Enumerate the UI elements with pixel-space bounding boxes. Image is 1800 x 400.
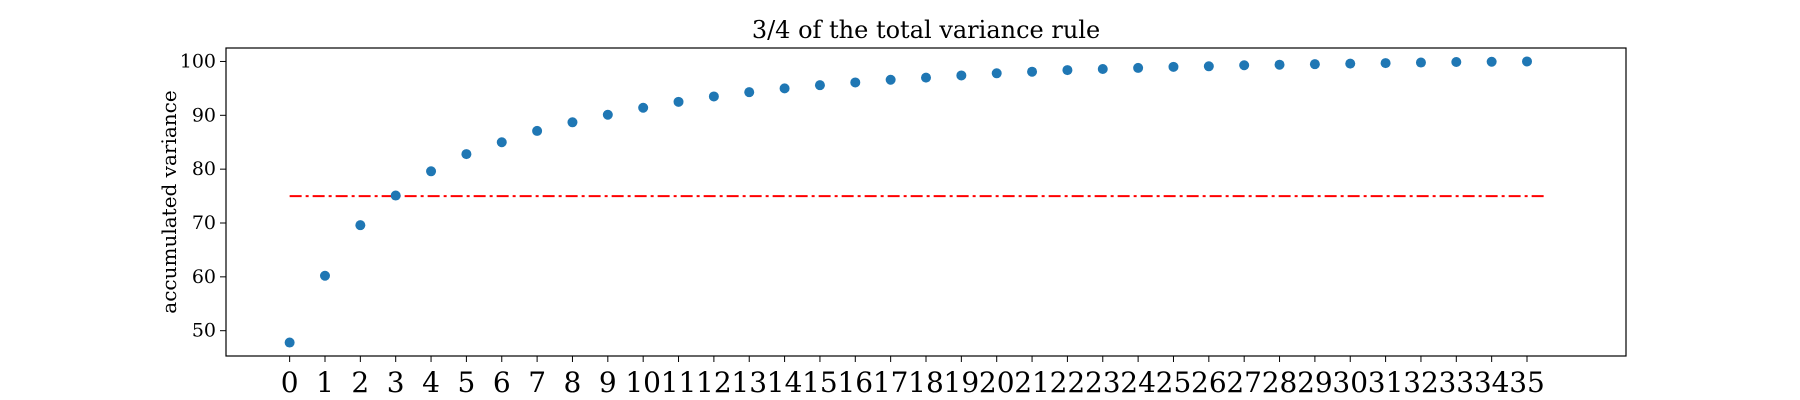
x-tick-label: 3 bbox=[387, 366, 405, 399]
x-tick-label: 28 bbox=[1262, 366, 1298, 399]
x-tick-label: 20 bbox=[979, 366, 1015, 399]
data-point bbox=[708, 91, 719, 102]
y-tick-label: 60 bbox=[192, 266, 216, 288]
data-point bbox=[1415, 57, 1426, 68]
x-tick-label: 22 bbox=[1050, 366, 1086, 399]
data-point bbox=[1097, 64, 1108, 74]
x-tick-label: 0 bbox=[281, 366, 299, 399]
y-tick-label: 90 bbox=[192, 104, 216, 126]
data-point bbox=[426, 166, 437, 177]
x-tick-label: 13 bbox=[731, 366, 767, 399]
data-point bbox=[1168, 61, 1179, 72]
data-point bbox=[602, 109, 613, 120]
data-point bbox=[390, 190, 401, 201]
x-tick-label: 30 bbox=[1332, 366, 1368, 399]
data-points-layer bbox=[284, 56, 1533, 348]
data-point bbox=[814, 80, 825, 91]
data-point bbox=[744, 87, 755, 98]
x-tick-label: 21 bbox=[1014, 366, 1050, 399]
data-point bbox=[1274, 59, 1285, 70]
chart-title: 3/4 of the total variance rule bbox=[752, 16, 1100, 44]
data-point bbox=[355, 220, 366, 231]
data-point bbox=[1522, 56, 1533, 67]
data-point bbox=[638, 102, 649, 113]
x-tick-label: 33 bbox=[1438, 366, 1474, 399]
x-tick-label: 16 bbox=[837, 366, 873, 399]
x-tick-label: 1 bbox=[316, 366, 334, 399]
x-tick-label: 32 bbox=[1403, 366, 1439, 399]
x-tick-label: 14 bbox=[767, 366, 803, 399]
data-point bbox=[956, 70, 967, 81]
x-tick-label: 27 bbox=[1226, 366, 1262, 399]
plot-frame bbox=[225, 47, 1627, 357]
y-tick-label: 80 bbox=[192, 158, 216, 180]
x-tick-label: 17 bbox=[873, 366, 909, 399]
data-point bbox=[1239, 60, 1250, 71]
data-point bbox=[567, 117, 578, 128]
data-point bbox=[1345, 58, 1356, 69]
x-tick-label: 15 bbox=[802, 366, 838, 399]
y-tick-label: 100 bbox=[180, 50, 216, 72]
data-point bbox=[1486, 56, 1497, 67]
x-tick-label: 18 bbox=[908, 366, 944, 399]
data-point bbox=[1451, 57, 1462, 67]
x-tick-label: 5 bbox=[457, 366, 475, 399]
data-point bbox=[1062, 65, 1073, 76]
data-point bbox=[1309, 59, 1320, 70]
x-tick-label: 6 bbox=[493, 366, 511, 399]
y-tick-label: 50 bbox=[192, 320, 216, 342]
x-tick-label: 10 bbox=[625, 366, 661, 399]
x-tick-label: 12 bbox=[696, 366, 732, 399]
y-axis-label: accumulated variance bbox=[157, 90, 181, 313]
x-tick-label: 9 bbox=[599, 366, 617, 399]
x-tick-label: 19 bbox=[944, 366, 980, 399]
x-tick-label: 29 bbox=[1297, 366, 1333, 399]
data-point bbox=[319, 270, 330, 281]
x-tick-label: 23 bbox=[1085, 366, 1121, 399]
data-point bbox=[991, 68, 1002, 79]
x-tick-label: 31 bbox=[1368, 366, 1404, 399]
data-point bbox=[885, 74, 896, 85]
data-point bbox=[461, 149, 472, 160]
data-point bbox=[779, 83, 790, 94]
x-tick-label: 4 bbox=[422, 366, 440, 399]
x-tick-label: 35 bbox=[1509, 366, 1545, 399]
y-ticks-layer: 50 60 70 80 90 100 bbox=[180, 50, 226, 342]
x-tick-label: 8 bbox=[564, 366, 582, 399]
x-tick-label: 26 bbox=[1191, 366, 1227, 399]
data-point bbox=[850, 77, 861, 88]
data-point bbox=[673, 96, 684, 107]
data-point bbox=[1133, 62, 1144, 73]
y-tick-label: 70 bbox=[192, 212, 216, 234]
data-point bbox=[496, 137, 507, 148]
x-tick-label: 2 bbox=[351, 366, 369, 399]
x-tick-label: 7 bbox=[528, 366, 546, 399]
data-point bbox=[1380, 58, 1391, 69]
x-tick-label: 34 bbox=[1474, 366, 1510, 399]
data-point bbox=[921, 72, 931, 83]
x-tick-label: 11 bbox=[661, 366, 697, 399]
data-point bbox=[284, 337, 295, 348]
data-point bbox=[1027, 66, 1038, 77]
data-point bbox=[1203, 61, 1214, 72]
data-point bbox=[532, 125, 543, 136]
x-tick-label: 24 bbox=[1120, 366, 1156, 399]
x-tick-label: 25 bbox=[1156, 366, 1192, 399]
x-ticks-layer: 0 1 2 3 4 5 6 7 8 9 10 11 12 13 14 15 16 17 18 19 20 21 22 23 24… bbox=[281, 356, 1545, 399]
